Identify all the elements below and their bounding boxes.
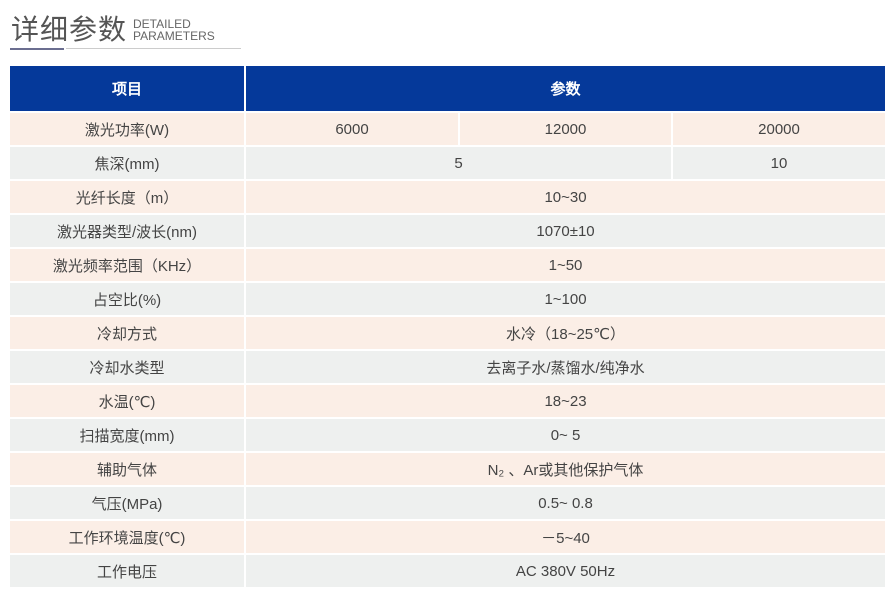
table-row: 工作电压 AC 380V 50Hz — [10, 553, 886, 587]
table-row: 激光功率(W) 6000 12000 20000 — [10, 111, 886, 146]
row-value: 10 — [672, 145, 886, 180]
row-value: 水冷（18~25℃） — [245, 315, 886, 350]
row-value: －5~40 — [245, 519, 886, 554]
row-label: 冷却方式 — [10, 315, 246, 350]
title-underline — [66, 48, 241, 49]
row-value: 0.5~ 0.8 — [245, 485, 886, 520]
table-row: 工作环境温度(℃) －5~40 — [10, 519, 886, 554]
row-label: 扫描宽度(mm) — [10, 417, 246, 452]
row-label: 水温(℃) — [10, 383, 246, 418]
parameters-table: 项目 参数 激光功率(W) 6000 12000 20000 焦深(mm) 5 … — [10, 66, 886, 587]
header-item: 项目 — [10, 66, 246, 112]
table-row: 冷却水类型 去离子水/蒸馏水/纯净水 — [10, 349, 886, 384]
header-params: 参数 — [245, 66, 886, 112]
row-value: AC 380V 50Hz — [245, 553, 886, 587]
table-row: 扫描宽度(mm) 0~ 5 — [10, 417, 886, 452]
row-value: N₂ 、Ar或其他保护气体 — [245, 451, 886, 486]
title-en-line1: DETAILED — [133, 17, 191, 31]
table-row: 冷却方式 水冷（18~25℃） — [10, 315, 886, 350]
row-label: 气压(MPa) — [10, 485, 246, 520]
row-value: 5 — [245, 145, 673, 180]
table-row: 占空比(%) 1~100 — [10, 281, 886, 316]
row-value: 6000 — [245, 111, 460, 146]
row-value: 去离子水/蒸馏水/纯净水 — [245, 349, 886, 384]
row-value: 1~100 — [245, 281, 886, 316]
table-row: 水温(℃) 18~23 — [10, 383, 886, 418]
row-value: 12000 — [459, 111, 673, 146]
table-row: 激光器类型/波长(nm) 1070±10 — [10, 213, 886, 248]
table-row: 气压(MPa) 0.5~ 0.8 — [10, 485, 886, 520]
row-value: 20000 — [672, 111, 886, 146]
row-label: 冷却水类型 — [10, 349, 246, 384]
row-value: 1070±10 — [245, 213, 886, 248]
title-underline-accent — [10, 48, 64, 50]
row-label: 工作电压 — [10, 553, 246, 587]
title-en-line2: PARAMETERS — [133, 29, 215, 43]
table-header: 项目 参数 — [10, 66, 886, 112]
table-row: 辅助气体 N₂ 、Ar或其他保护气体 — [10, 451, 886, 486]
table-row: 激光频率范围（KHz） 1~50 — [10, 247, 886, 282]
row-label: 激光频率范围（KHz） — [10, 247, 246, 282]
row-label: 焦深(mm) — [10, 145, 246, 180]
row-label: 激光器类型/波长(nm) — [10, 213, 246, 248]
section-title: 详细参数 DETAILED PARAMETERS — [11, 8, 215, 48]
title-cn: 详细参数 — [11, 14, 128, 45]
row-value: 10~30 — [245, 179, 886, 214]
row-label: 工作环境温度(℃) — [10, 519, 246, 554]
table-row: 光纤长度（m） 10~30 — [10, 179, 886, 214]
row-value: 18~23 — [245, 383, 886, 418]
row-value: 1~50 — [245, 247, 886, 282]
row-label: 辅助气体 — [10, 451, 246, 486]
row-label: 占空比(%) — [10, 281, 246, 316]
row-value: 0~ 5 — [245, 417, 886, 452]
title-en: DETAILED PARAMETERS — [133, 18, 215, 42]
row-label: 光纤长度（m） — [10, 179, 246, 214]
row-label: 激光功率(W) — [10, 111, 246, 146]
table-row: 焦深(mm) 5 10 — [10, 145, 886, 180]
